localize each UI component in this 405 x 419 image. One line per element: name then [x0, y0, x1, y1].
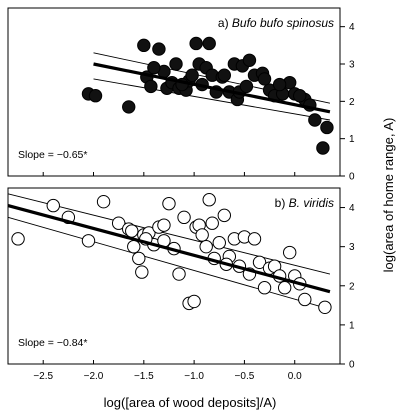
data-point — [147, 61, 161, 75]
data-point — [96, 194, 111, 209]
data-point — [242, 53, 257, 67]
ci-lower-line — [7, 216, 331, 310]
y-tick-label: 4 — [349, 22, 355, 33]
data-point — [257, 281, 272, 295]
ci-lower-line — [93, 78, 331, 121]
data-point — [217, 208, 232, 223]
x-tick-label: −1.0 — [184, 371, 204, 382]
data-point — [172, 267, 186, 281]
data-point — [272, 77, 287, 92]
data-point — [187, 294, 201, 309]
panel-a: 0 1 2 3 4 a) Bufo bufo spinosus Slope = −0.65* — [7, 7, 355, 183]
data-point — [135, 265, 149, 279]
data-point — [185, 68, 199, 82]
data-point — [247, 232, 262, 246]
x-tick-label: −2.0 — [84, 371, 104, 382]
y-tick-label: 1 — [349, 320, 355, 331]
data-point — [202, 193, 216, 207]
data-point — [169, 57, 183, 71]
plot-frame — [7, 7, 341, 177]
data-point — [252, 255, 267, 270]
panel-title: b) B. viridis — [275, 196, 334, 210]
data-point — [81, 234, 96, 248]
x-tick-label: −1.5 — [134, 371, 154, 382]
plot-frame — [7, 187, 341, 365]
y-tick-label: 3 — [349, 242, 355, 253]
panel-label: b) — [275, 196, 289, 210]
data-point — [88, 89, 103, 103]
data-point — [293, 89, 307, 103]
regression-line — [93, 62, 331, 114]
data-point — [11, 232, 25, 246]
panel-label: a) — [218, 16, 232, 30]
data-point — [127, 239, 141, 254]
slope-label: Slope = −0.84* — [18, 337, 87, 349]
data-point — [152, 42, 166, 56]
data-point — [316, 141, 330, 155]
x-tick-label: −2.5 — [33, 371, 53, 382]
data-point — [144, 79, 158, 94]
data-point — [122, 100, 136, 114]
slope-label: Slope = −0.65* — [18, 149, 87, 161]
data-point — [189, 36, 203, 51]
y-tick-label: 2 — [349, 97, 355, 108]
panel-b: 0 1 2 3 4 b) B. viridis Slope = −0.84* — [7, 187, 355, 371]
data-point — [162, 196, 176, 211]
data-point — [308, 113, 322, 127]
y-tick-label: 3 — [349, 60, 355, 71]
y-tick-label: 2 — [349, 281, 355, 292]
data-point — [132, 251, 146, 266]
x-axis-label: log([area of wood deposits]/A) — [104, 395, 277, 410]
y-tick-label: 0 — [349, 172, 355, 183]
y-tick-label: 0 — [349, 360, 355, 371]
regression-line — [7, 204, 331, 294]
y-tick-label: 4 — [349, 203, 355, 214]
data-point — [46, 198, 60, 213]
data-point — [318, 300, 332, 314]
data-point — [217, 68, 232, 82]
data-point — [195, 228, 209, 242]
x-tick-label: 0.0 — [288, 371, 302, 382]
y-tick-label: 1 — [349, 134, 355, 145]
x-axis: −2.5 −2.0 −1.5 −1.0 −0.5 0.0 — [33, 371, 302, 382]
y-axis-label: log(area of home range, A) — [381, 118, 396, 273]
data-point — [320, 120, 334, 135]
data-point — [282, 245, 297, 260]
species-name: Bufo bufo spinosus — [232, 16, 334, 30]
data-point — [239, 79, 254, 94]
data-point — [277, 281, 292, 295]
data-point — [111, 216, 126, 230]
data-point — [177, 210, 191, 225]
data-point — [298, 292, 312, 307]
data-point — [212, 236, 226, 250]
data-point — [125, 224, 139, 238]
data-point — [202, 36, 216, 51]
panel-title: a) Bufo bufo spinosus — [218, 16, 334, 30]
data-point — [199, 239, 213, 254]
data-point — [137, 38, 151, 53]
x-tick-label: −0.5 — [235, 371, 255, 382]
data-point — [257, 72, 272, 86]
species-name: B. viridis — [289, 196, 334, 210]
data-point — [205, 216, 219, 230]
data-point — [157, 218, 171, 232]
